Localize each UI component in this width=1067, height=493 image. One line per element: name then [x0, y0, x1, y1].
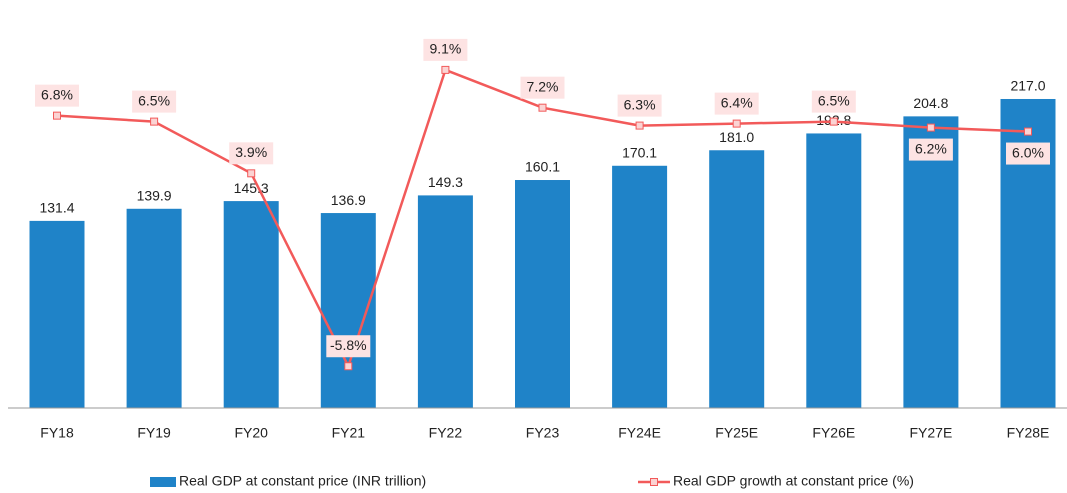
growth-label-box [132, 90, 177, 113]
growth-label-box [714, 92, 759, 115]
bar-value-label: 204.8 [913, 95, 948, 111]
legend-label: Real GDP growth at constant price (%) [673, 473, 914, 489]
legend-label: Real GDP at constant price (INR trillion… [179, 473, 426, 489]
x-tick-label: FY25E [715, 425, 758, 441]
bar [29, 220, 85, 408]
bar-value-label: 145.3 [234, 180, 269, 196]
growth-marker [441, 65, 450, 74]
growth-label-box [326, 335, 371, 358]
bar [709, 150, 765, 409]
legend-bar-swatch [150, 477, 176, 487]
growth-marker [732, 119, 741, 128]
growth-value-label: 3.9% [235, 144, 267, 160]
x-tick-label: FY19 [137, 425, 171, 441]
x-tick-label: FY23 [526, 425, 560, 441]
x-tick-label: FY27E [909, 425, 952, 441]
growth-value-label: 9.1% [429, 41, 461, 57]
growth-label-box [423, 38, 468, 61]
bar-value-label: 160.1 [525, 159, 560, 175]
x-tick-label: FY26E [812, 425, 855, 441]
growth-marker [926, 123, 935, 132]
bar [126, 208, 182, 408]
growth-marker [247, 169, 256, 178]
growth-marker [53, 111, 61, 120]
bar-value-label: 181.0 [719, 129, 754, 145]
x-tick-label: FY20 [234, 425, 268, 441]
x-tick-label: FY24E [618, 425, 661, 441]
growth-marker [344, 362, 353, 371]
growth-value-label: 6.0% [1012, 144, 1044, 160]
growth-label-box [617, 94, 662, 117]
bar [903, 116, 959, 408]
bar [515, 180, 570, 408]
growth-value-label: 7.2% [527, 78, 559, 94]
growth-label-box [908, 138, 953, 161]
bar-value-label: 136.9 [331, 192, 366, 208]
bar [806, 133, 862, 408]
growth-marker [635, 121, 644, 130]
bar-value-label: 170.1 [622, 144, 657, 160]
growth-label-box [1006, 142, 1050, 165]
bar [223, 201, 279, 408]
growth-value-label: 6.5% [818, 92, 850, 108]
growth-value-label: 6.4% [721, 94, 753, 110]
x-tick-label: FY22 [429, 425, 463, 441]
growth-label-box [520, 76, 565, 99]
growth-label-box [35, 84, 79, 107]
bar-value-label: 149.3 [428, 174, 463, 190]
growth-value-label: 6.2% [915, 140, 947, 156]
x-tick-label: FY18 [40, 425, 74, 441]
growth-marker [150, 117, 159, 126]
growth-value-label: 6.8% [41, 86, 73, 102]
legend-line-marker [650, 478, 658, 486]
growth-marker [538, 103, 547, 112]
growth-value-label: -5.8% [330, 337, 367, 353]
growth-marker [829, 117, 838, 126]
x-tick-label: FY21 [332, 425, 366, 441]
bar-value-label: 131.4 [39, 200, 74, 216]
bar [417, 195, 473, 408]
growth-marker [1024, 127, 1032, 136]
bar [612, 165, 668, 408]
growth-value-label: 6.5% [138, 92, 170, 108]
growth-label-box [811, 90, 856, 113]
growth-label-box [229, 142, 274, 165]
bar-value-label: 217.0 [1010, 78, 1045, 94]
growth-value-label: 6.3% [624, 96, 656, 112]
bar-value-label: 139.9 [137, 187, 172, 203]
x-tick-label: FY28E [1007, 425, 1050, 441]
